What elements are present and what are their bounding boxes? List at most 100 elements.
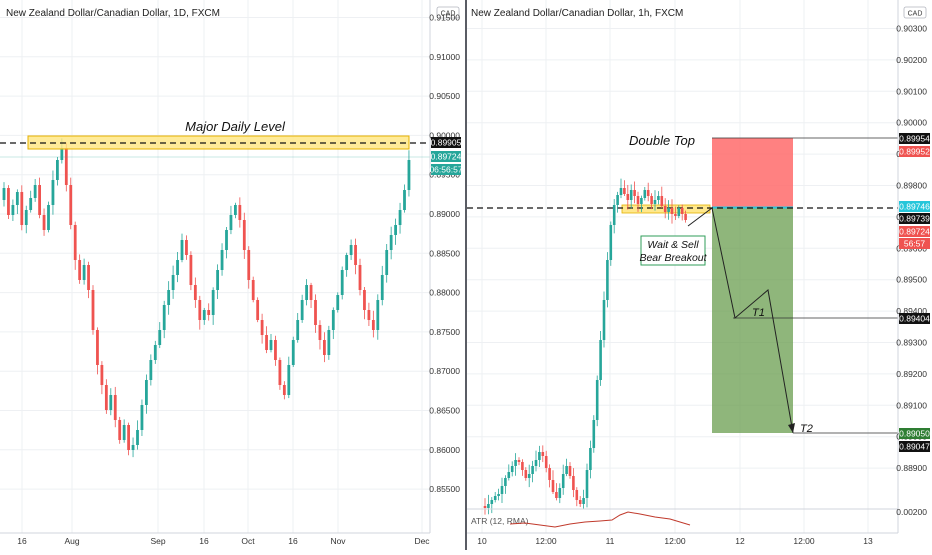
right-candle	[619, 188, 623, 195]
left-candle	[336, 295, 340, 310]
stop-loss-zone[interactable]	[712, 138, 793, 208]
right-candle	[582, 498, 585, 504]
major-level-zone[interactable]	[27, 135, 410, 150]
left-candle	[380, 275, 384, 300]
atr-axis-tick: 0.00200	[896, 507, 927, 517]
right-candle	[595, 380, 599, 420]
right-currency-label: CAD	[908, 11, 923, 18]
left-candle	[282, 385, 286, 395]
left-candle	[136, 430, 139, 445]
wait-sell-text: Wait & Sell	[647, 239, 699, 251]
right-candle	[623, 188, 626, 194]
left-candle	[33, 185, 37, 198]
left-level-tag	[431, 137, 461, 148]
left-time-axis[interactable]: 16 Aug Sep 16 Oct 16 Nov Dec	[17, 536, 430, 546]
left-candle	[300, 300, 304, 320]
left-candle	[207, 310, 211, 315]
left-candle	[363, 290, 366, 310]
left-candle	[122, 425, 126, 440]
right-price-label: 0.90100	[896, 86, 927, 96]
right-candle	[544, 456, 548, 468]
right-candle	[670, 208, 674, 214]
left-candle	[91, 290, 95, 330]
left-last-price-tag	[431, 151, 461, 162]
left-candle	[2, 188, 6, 200]
atr-line	[509, 511, 691, 528]
left-price-label: 0.90500	[429, 91, 460, 101]
left-candle	[216, 270, 219, 290]
left-chart-panel[interactable]: Major Daily Level New Zealand Dollar/Can…	[0, 0, 463, 546]
right-candle	[514, 460, 517, 466]
right-price-label: 0.89500	[896, 275, 927, 285]
right-candle	[674, 214, 677, 216]
right-time-label: 12	[735, 536, 745, 546]
left-price-label: 0.90000	[429, 130, 460, 140]
left-candle	[367, 310, 371, 320]
left-candle	[291, 340, 295, 365]
left-candle	[127, 425, 130, 450]
left-currency-badge[interactable]	[436, 6, 460, 19]
left-candle	[349, 245, 353, 255]
left-candles	[2, 138, 411, 458]
left-candle	[7, 188, 10, 215]
t2-price-tag	[899, 441, 930, 452]
left-price-label: 0.87000	[429, 366, 460, 376]
wait-sell-callout[interactable]	[640, 235, 706, 266]
left-candle	[162, 305, 166, 330]
left-candle	[185, 240, 188, 255]
right-time-axis[interactable]: 10 12:00 11 12:00 12 12:00 13	[477, 536, 873, 546]
right-candle	[602, 300, 606, 340]
left-candle	[176, 260, 179, 275]
left-candle	[278, 360, 282, 385]
left-candle	[118, 420, 122, 440]
right-time-label: 13	[863, 536, 873, 546]
left-time-label: Nov	[330, 536, 346, 546]
right-time-label: 11	[606, 536, 615, 546]
left-last-price-text: 0.89724	[431, 152, 462, 162]
right-candle	[500, 486, 504, 494]
last-price-tag	[899, 226, 930, 237]
left-candle	[389, 235, 393, 250]
bear-breakout-text: Bear Breakout	[639, 252, 707, 264]
left-candle	[398, 210, 402, 225]
right-candles	[483, 178, 687, 515]
left-candle	[64, 148, 68, 185]
right-candle	[667, 208, 670, 212]
right-candle	[653, 200, 657, 204]
right-candle	[650, 196, 653, 204]
left-candle	[145, 380, 148, 405]
right-time-label: 12:00	[793, 536, 815, 546]
left-candle	[403, 190, 406, 210]
left-candle	[20, 192, 24, 225]
right-candle	[551, 480, 555, 492]
take-profit-zone[interactable]	[712, 208, 793, 433]
right-candle	[510, 466, 514, 472]
right-candle	[609, 225, 613, 260]
left-candle	[153, 345, 157, 360]
left-candle	[269, 340, 273, 350]
left-candle	[358, 265, 362, 290]
right-candle	[657, 196, 660, 200]
right-candle	[585, 470, 589, 498]
right-chart-panel[interactable]: Double Top Wait & Sell Bear Breakout T1 …	[467, 0, 930, 546]
t2-level-tag-text: 0.89050	[899, 429, 930, 439]
left-candle	[305, 285, 308, 300]
left-candle	[109, 395, 113, 410]
left-candle	[29, 198, 33, 210]
left-candle	[193, 285, 197, 300]
t1-price-tag	[899, 313, 930, 324]
right-candle	[555, 492, 558, 498]
left-candle	[82, 265, 86, 280]
left-price-label: 0.85500	[429, 484, 460, 494]
left-price-axis[interactable]: 0.915000.910000.905000.900000.895000.890…	[429, 13, 460, 495]
right-price-label: 0.89100	[896, 400, 927, 410]
t1-price-tag-text: 0.89404	[899, 314, 930, 324]
left-price-label: 0.86000	[429, 445, 460, 455]
projected-price-path[interactable]	[687, 207, 794, 434]
right-candle	[680, 208, 684, 214]
right-currency-badge[interactable]	[903, 6, 927, 19]
right-candle	[521, 462, 524, 470]
left-candle	[211, 290, 215, 315]
